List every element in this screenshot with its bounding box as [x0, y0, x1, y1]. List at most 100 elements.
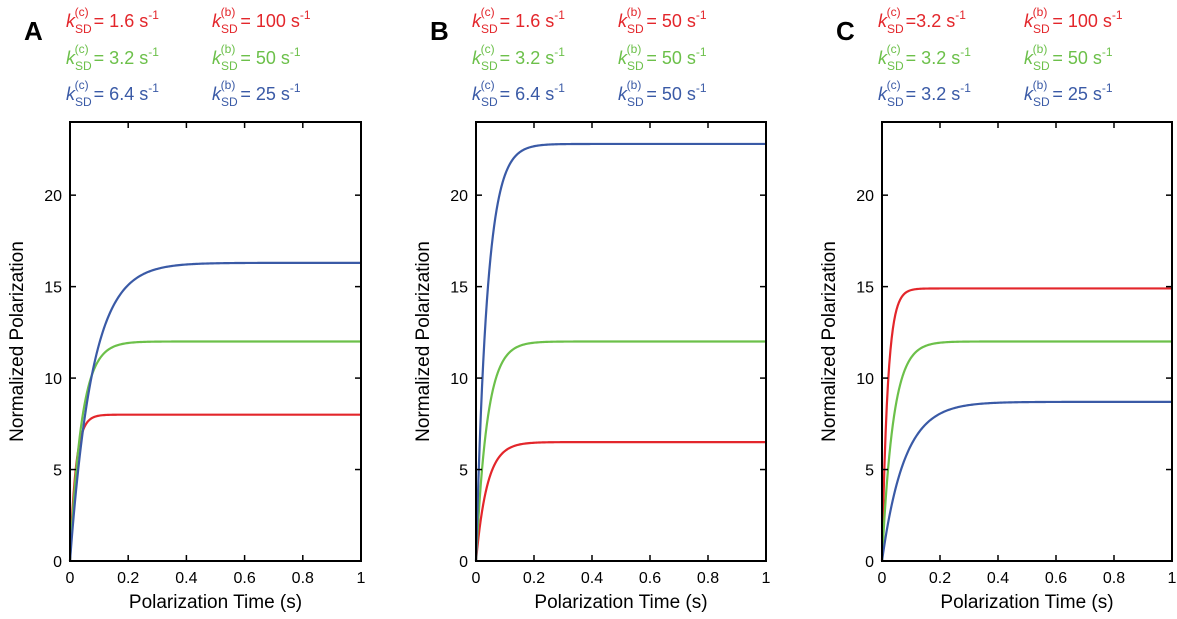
- x-tick-label: 0.2: [929, 570, 951, 587]
- rate-superscript: (b): [627, 42, 642, 56]
- legend-rate-c: kSD (c) = 3.2 s-1: [878, 78, 971, 109]
- rate-exponent: -1: [960, 45, 971, 59]
- legend-rate-c: kSD (c) =3.2 s-1: [878, 5, 966, 36]
- rate-superscript: (c): [481, 5, 495, 19]
- panel-label: B: [430, 16, 449, 46]
- x-tick-label: 0.2: [117, 570, 139, 587]
- rate-symbol: k: [618, 84, 628, 104]
- rate-exponent: -1: [300, 8, 311, 22]
- x-tick-label: 0.6: [233, 570, 255, 587]
- rate-value: = 100 s: [1047, 11, 1112, 31]
- rate-superscript: (c): [75, 5, 89, 19]
- x-tick-label: 0: [66, 570, 75, 587]
- legend-rate-b: kSD (b) = 100 s-1: [212, 5, 311, 36]
- rate-value: = 50 s: [641, 48, 696, 68]
- y-tick-label: 5: [53, 463, 62, 480]
- rate-symbol: k: [66, 84, 76, 104]
- x-tick-label: 0.8: [697, 570, 719, 587]
- rate-symbol: k: [212, 48, 222, 68]
- rate-symbol: k: [618, 11, 628, 31]
- series-line-2: [880, 340, 1172, 562]
- rate-subscript: SD: [627, 95, 644, 109]
- x-axis-label: Polarization Time (s): [940, 592, 1113, 613]
- rate-exponent: -1: [1102, 81, 1113, 95]
- rate-subscript: SD: [1033, 95, 1050, 109]
- y-axis-label: Normalized Polarization: [7, 241, 28, 442]
- y-tick-label: 10: [450, 371, 468, 388]
- rate-subscript: SD: [887, 59, 904, 73]
- rate-subscript: SD: [221, 59, 238, 73]
- rate-exponent: -1: [290, 45, 301, 59]
- rate-superscript: (b): [1033, 5, 1048, 19]
- legend-rate-c: kSD (c) = 1.6 s-1: [472, 5, 565, 36]
- y-axis-label: Normalized Polarization: [819, 241, 840, 442]
- rate-exponent: -1: [148, 45, 159, 59]
- rate-symbol: k: [472, 48, 482, 68]
- rate-subscript: SD: [75, 59, 92, 73]
- x-tick-label: 1: [357, 570, 366, 587]
- rate-superscript: (c): [887, 42, 901, 56]
- rate-superscript: (b): [221, 42, 236, 56]
- rate-symbol: k: [212, 11, 222, 31]
- x-tick-label: 0.8: [1103, 570, 1125, 587]
- rate-subscript: SD: [627, 22, 644, 36]
- rate-superscript: (b): [221, 5, 236, 19]
- rate-value: = 6.4 s: [89, 84, 149, 104]
- rate-exponent: -1: [1102, 45, 1113, 59]
- y-axis-label: Normalized Polarization: [413, 241, 434, 442]
- rate-exponent: -1: [148, 8, 159, 22]
- rate-superscript: (b): [627, 78, 642, 92]
- y-tick-label: 15: [44, 280, 62, 297]
- rate-superscript: (b): [1033, 42, 1048, 56]
- rate-symbol: k: [212, 84, 222, 104]
- x-axis-label: Polarization Time (s): [534, 592, 707, 613]
- y-tick-label: 5: [865, 463, 874, 480]
- legend-rate-c: kSD (c) = 1.6 s-1: [66, 5, 159, 36]
- rate-exponent: -1: [290, 81, 301, 95]
- legend-rate-b: kSD (b) = 50 s-1: [618, 5, 707, 36]
- series-line-2: [474, 340, 766, 562]
- x-tick-label: 0: [878, 570, 887, 587]
- rate-symbol: k: [472, 84, 482, 104]
- rate-subscript: SD: [887, 95, 904, 109]
- rate-subscript: SD: [1033, 22, 1050, 36]
- rate-subscript: SD: [75, 22, 92, 36]
- legend-rate-b: kSD (b) = 50 s-1: [212, 42, 301, 73]
- y-tick-label: 0: [459, 554, 468, 571]
- rate-value: = 25 s: [235, 84, 290, 104]
- panel-label: C: [836, 16, 855, 46]
- x-tick-label: 0.4: [581, 570, 603, 587]
- rate-superscript: (c): [887, 78, 901, 92]
- rate-value: =3.2 s: [901, 11, 956, 31]
- rate-value: = 3.2 s: [901, 48, 961, 68]
- x-tick-label: 0: [472, 570, 481, 587]
- rate-superscript: (c): [481, 78, 495, 92]
- y-tick-label: 20: [450, 188, 468, 205]
- rate-exponent: -1: [554, 81, 565, 95]
- rate-symbol: k: [878, 48, 888, 68]
- rate-value: = 1.6 s: [495, 11, 555, 31]
- y-tick-label: 20: [856, 188, 874, 205]
- rate-value: = 3.2 s: [495, 48, 555, 68]
- rate-symbol: k: [1024, 84, 1034, 104]
- legend-rate-c: kSD (c) = 3.2 s-1: [878, 42, 971, 73]
- series-line-3: [474, 142, 766, 562]
- x-tick-label: 0.6: [1045, 570, 1067, 587]
- rate-exponent: -1: [696, 8, 707, 22]
- y-tick-label: 20: [44, 188, 62, 205]
- x-tick-label: 1: [762, 570, 771, 587]
- legend-rate-c: kSD (c) = 3.2 s-1: [66, 42, 159, 73]
- rate-superscript: (b): [1033, 78, 1048, 92]
- rate-exponent: -1: [955, 8, 966, 22]
- rate-exponent: -1: [554, 45, 565, 59]
- plot-frame: [69, 121, 362, 562]
- legend-rate-b: kSD (b) = 25 s-1: [1024, 78, 1113, 109]
- rate-value: = 1.6 s: [89, 11, 149, 31]
- rate-value: = 3.2 s: [89, 48, 149, 68]
- rate-exponent: -1: [1112, 8, 1123, 22]
- rate-value: = 50 s: [1047, 48, 1102, 68]
- legend-rate-b: kSD (b) = 50 s-1: [1024, 42, 1113, 73]
- rate-exponent: -1: [960, 81, 971, 95]
